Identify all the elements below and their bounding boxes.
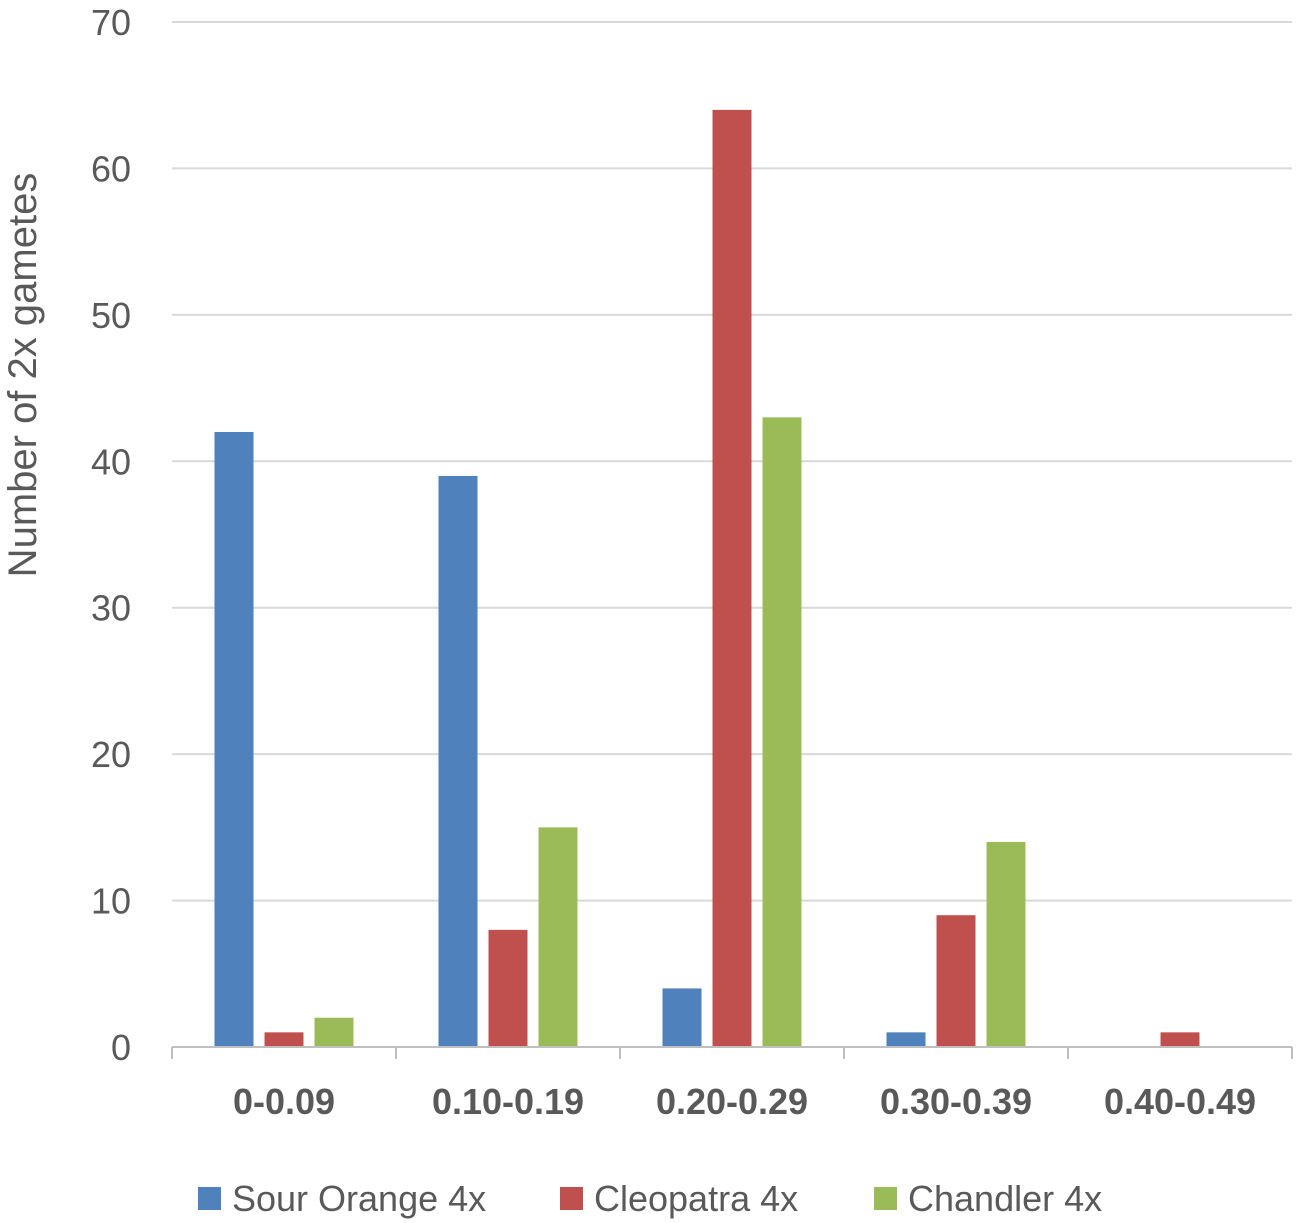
x-category-label: 0.30-0.39 (880, 1081, 1032, 1122)
legend-label: Cleopatra 4x (594, 1178, 798, 1219)
y-tick-label: 0 (111, 1027, 131, 1068)
y-tick-label: 50 (91, 295, 131, 336)
bar-cleopatra-1 (488, 929, 528, 1047)
y-tick-label: 70 (91, 2, 131, 43)
legend-label: Sour Orange 4x (232, 1178, 486, 1219)
y-tick-label: 30 (91, 588, 131, 629)
bar-sour-orange-2 (662, 988, 702, 1047)
bar-sour-orange-3 (886, 1032, 926, 1047)
y-tick-label: 60 (91, 148, 131, 189)
y-axis-title: Number of 2x gametes (1, 173, 45, 578)
bar-chandler-1 (538, 827, 578, 1047)
bar-chandler-0 (314, 1017, 354, 1047)
legend-swatch (874, 1187, 897, 1210)
x-category-label: 0.20-0.29 (656, 1081, 808, 1122)
x-category-label: 0.10-0.19 (432, 1081, 584, 1122)
bar-cleopatra-2 (712, 109, 752, 1048)
legend-swatch (560, 1187, 583, 1210)
bar-sour-orange-0 (214, 432, 254, 1047)
y-tick-label: 40 (91, 441, 131, 482)
bar-chandler-2 (762, 417, 802, 1047)
bar-cleopatra-3 (936, 915, 976, 1047)
y-tick-label: 10 (91, 881, 131, 922)
legend: Sour Orange 4x Cleopatra 4x Chandler 4x (198, 1178, 1102, 1219)
bars (214, 109, 1200, 1048)
y-axis-ticks: 0 10 20 30 40 50 60 70 (91, 2, 131, 1068)
bar-cleopatra-4 (1160, 1032, 1200, 1047)
x-category-label: 0-0.09 (233, 1081, 335, 1122)
y-tick-label: 20 (91, 734, 131, 775)
bar-cleopatra-0 (264, 1032, 304, 1047)
legend-label: Chandler 4x (908, 1178, 1102, 1219)
x-axis-categories: 0-0.09 0.10-0.19 0.20-0.29 0.30-0.39 0.40-0.… (233, 1081, 1256, 1122)
x-category-label: 0.40-0.49 (1104, 1081, 1256, 1122)
legend-swatch (198, 1187, 221, 1210)
x-axis (171, 1046, 1293, 1059)
bar-chandler-3 (986, 842, 1026, 1047)
bar-sour-orange-1 (438, 475, 478, 1047)
